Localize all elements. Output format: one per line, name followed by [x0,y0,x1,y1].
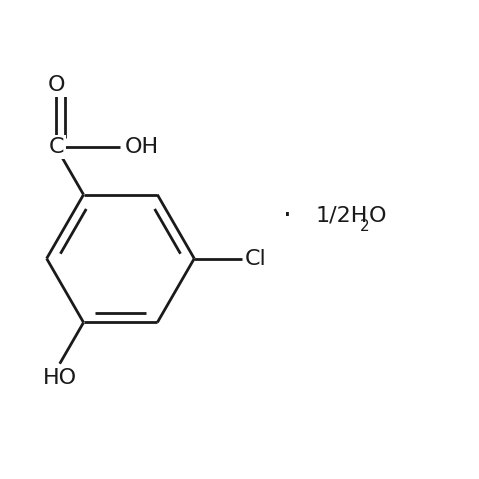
Text: ·: · [283,202,292,230]
Text: Cl: Cl [245,249,266,269]
Text: 2: 2 [360,219,369,234]
Text: 1/2H: 1/2H [316,205,368,226]
Text: O: O [47,75,65,95]
Text: OH: OH [124,137,159,157]
Text: C: C [48,137,64,157]
Text: O: O [369,205,387,226]
Text: HO: HO [43,367,77,388]
